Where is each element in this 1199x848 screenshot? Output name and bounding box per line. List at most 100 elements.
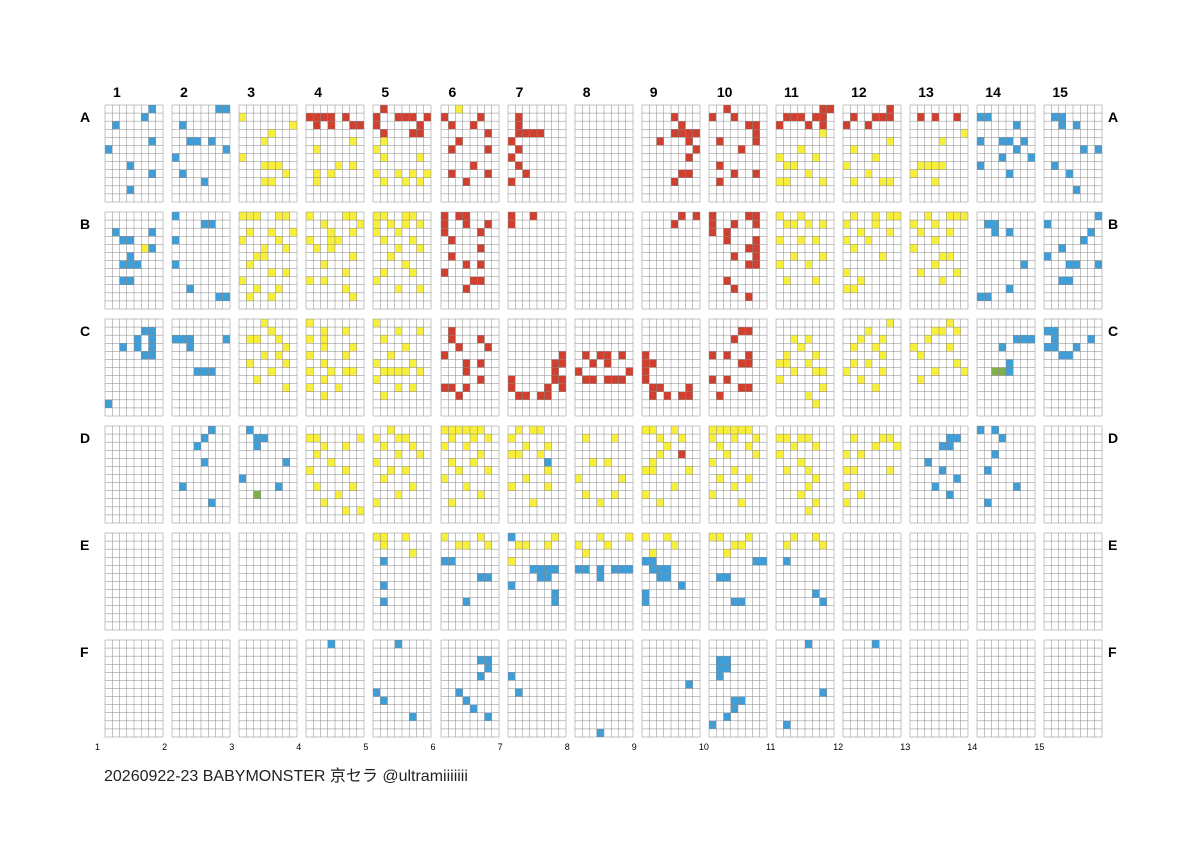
seat-blue [581,565,590,574]
seat-red [745,351,753,360]
seat-yellow [879,367,887,376]
seat-blue [924,458,932,467]
seat-yellow [939,276,947,285]
seat-red [723,105,731,114]
seat-blue [484,573,492,582]
seat-red [440,220,448,229]
seat-yellow [373,169,381,178]
seat-blue [222,145,231,154]
seat-blue [931,482,940,491]
seat-yellow [879,252,887,261]
seat-blue [380,557,388,566]
block-B2 [171,211,231,310]
block-C9 [641,318,701,417]
seat-yellow [946,343,954,352]
seat-yellow [850,343,858,352]
seat-yellow [476,450,484,459]
column-label-bottom-10: 10 [698,742,709,752]
seat-yellow [670,426,679,435]
seat-yellow [141,244,149,253]
seat-red [745,121,753,130]
seat-yellow [387,220,396,229]
seat-yellow [939,252,947,261]
seat-red [380,129,388,138]
seat-yellow [850,466,858,475]
seat-yellow [581,549,590,558]
seat-red [507,177,515,186]
seat-red [752,260,760,269]
seat-yellow [275,236,283,245]
seat-yellow [737,426,746,435]
row-label-left-F: F [80,644,89,660]
seat-blue [574,565,582,574]
seat-yellow [275,335,283,344]
seat-red [879,113,887,122]
seat-red [589,359,597,368]
seat-blue [455,688,463,697]
seat-yellow [812,399,820,408]
seat-yellow [953,359,961,368]
seat-blue [1051,335,1059,344]
block-F4 [306,639,365,738]
seat-red [476,335,484,344]
seat-red [507,220,515,229]
seat-yellow [484,466,492,475]
seat-red [678,169,686,178]
seat-red [455,212,463,221]
seat-yellow [320,442,329,451]
seat-yellow [857,375,865,384]
seat-blue [514,688,523,697]
seat-blue [201,458,209,467]
seat-red [708,375,717,384]
seat-blue [440,557,448,566]
seat-yellow [380,335,388,344]
seat-red [462,383,470,392]
seat-blue [476,573,484,582]
seat-red [692,145,700,154]
seat-yellow [395,327,403,336]
seat-blue [112,228,120,237]
seat-red [745,212,753,221]
seat-red [752,236,760,245]
seat-red [514,391,523,400]
seat-yellow [469,434,477,443]
block-F15 [1044,639,1103,738]
seat-yellow [239,212,247,221]
seat-red [536,129,544,138]
seat-yellow [328,367,336,376]
seat-blue [193,137,202,146]
seat-yellow [282,383,290,392]
seat-yellow [268,327,276,336]
seat-red [797,113,805,122]
seat-blue [1066,351,1074,360]
seat-red [708,113,717,122]
seat-blue [991,426,1000,435]
seat-yellow [409,169,417,178]
seat-yellow [864,236,873,245]
seat-blue [1020,335,1029,344]
seat-blue [708,720,717,729]
row-label-right-F: F [1108,644,1117,660]
seat-yellow [416,284,425,293]
seat-blue [529,565,537,574]
seat-blue [551,589,559,598]
seat-yellow [328,169,336,178]
seat-blue [1073,260,1081,269]
seat-yellow [776,359,784,368]
seat-yellow [373,220,381,229]
seat-yellow [380,137,388,146]
seat-yellow [313,244,321,253]
seat-yellow [395,490,403,499]
seat-blue [260,434,269,443]
seat-yellow [402,212,410,221]
seat-red [409,113,417,122]
seat-blue [716,672,724,681]
seat-yellow [239,236,247,245]
seat-yellow [320,498,329,507]
seat-blue [946,442,954,451]
seat-yellow [783,351,791,360]
seat-yellow [745,474,753,483]
seat-yellow [447,434,455,443]
seat-blue [222,105,231,114]
seat-yellow [507,482,515,491]
